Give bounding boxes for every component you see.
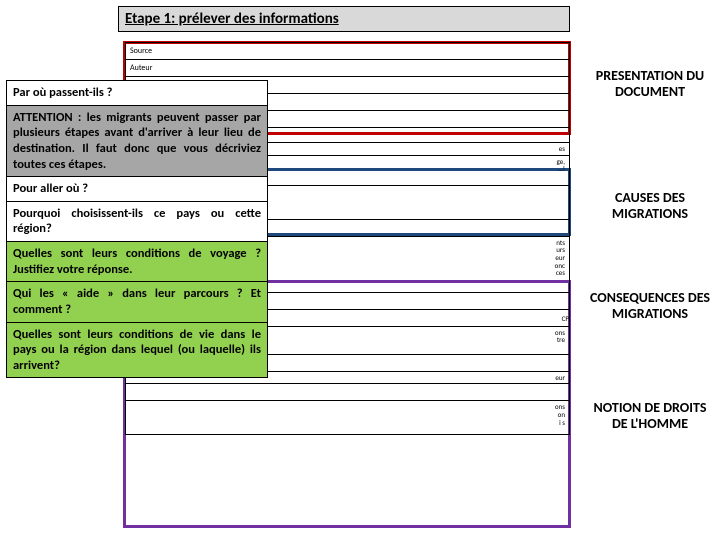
table-row: ons on i s (125, 401, 570, 435)
label-presentation: PRESENTATION DU DOCUMENT (588, 68, 712, 100)
table-row: Source (125, 43, 570, 60)
cell-fragment: ons (130, 403, 565, 411)
question-passent: Par où passent-ils ? (7, 81, 267, 106)
question-pourquoi: Pourquoi choisissent-ils ce pays ou cett… (7, 202, 267, 242)
label-notion: NOTION DE DROITS DE L'HOMME (588, 400, 712, 432)
question-conditions-vie: Quelles sont leurs conditions de vie dan… (7, 323, 267, 378)
question-aller: Pour aller où ? (7, 177, 267, 202)
cell-fragment: on (130, 411, 565, 419)
cell-fragment: es (559, 144, 565, 153)
step-title-text: Etape 1: prélever des informations (125, 10, 339, 28)
label-causes: CAUSES DES MIGRATIONS (588, 190, 712, 222)
questions-panel: Par où passent-ils ? ATTENTION : les mig… (6, 80, 268, 378)
cell-fragment: i s (130, 419, 565, 427)
question-conditions-voyage: Quelles sont leurs conditions de voyage … (7, 242, 267, 282)
step-title: Etape 1: prélever des informations (118, 6, 570, 32)
table-row: Auteur (125, 60, 570, 77)
warning-attention: ATTENTION : les migrants peuvent passer … (7, 106, 267, 178)
label-consequences: CONSEQUENCES DES MIGRATIONS (588, 290, 712, 322)
question-aide: Qui les « aide » dans leur parcours ? Et… (7, 282, 267, 322)
table-row (125, 384, 570, 401)
